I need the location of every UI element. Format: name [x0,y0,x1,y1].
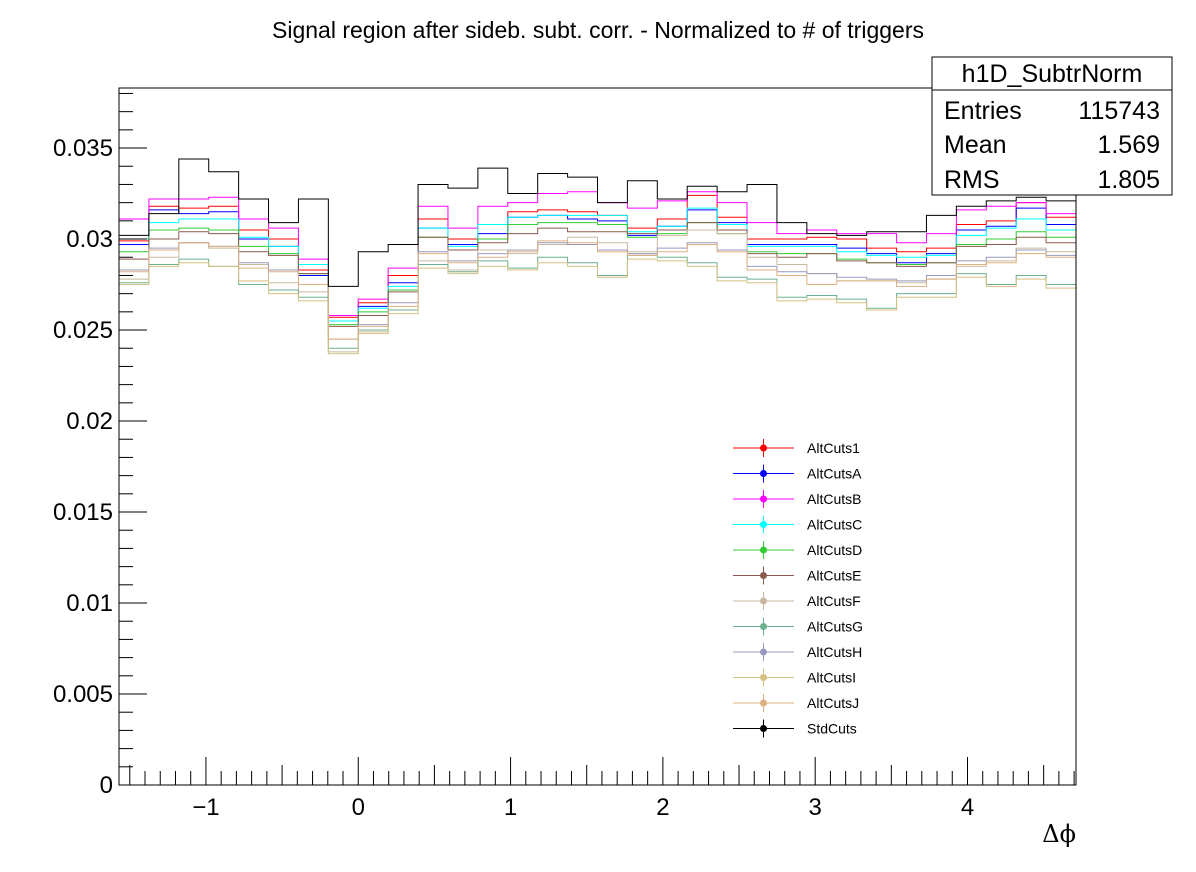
stats-mean-value: 1.569 [1097,131,1160,159]
legend-marker [760,572,767,579]
legend-marker [760,444,767,452]
x-tick-label: −1 [192,794,219,821]
legend-label: AltCuts1 [807,440,860,456]
legend-marker [760,521,767,528]
x-tick-label: 0 [352,794,365,821]
legend-label: AltCutsA [807,466,862,482]
legend-label: AltCutsE [807,568,861,584]
plot-frame [118,87,1077,786]
legend-entry-altcuts1: AltCuts1 [733,439,860,457]
legend-label: AltCutsG [807,619,863,635]
stats-rms-label: RMS [944,166,1000,194]
y-tick-label: 0.03 [66,226,113,253]
y-tick-label: 0.025 [53,317,113,344]
legend: AltCuts1 AltCutsA AltCutsB AltCutsC AltCutsD… [733,439,863,738]
chart-title: Signal region after sideb. subt. corr. -… [272,17,924,43]
legend-entry-altcutsh: AltCutsH [733,643,862,661]
legend-entry-altcutsd: AltCutsD [733,541,862,559]
legend-entry-altcutsi: AltCutsI [733,668,856,687]
legend-entry-altcutsb: AltCutsB [733,490,861,508]
legend-entry-altcutsj: AltCutsJ [733,694,859,712]
y-tick-label: 0 [100,772,113,799]
legend-marker [760,674,767,681]
stats-mean-label: Mean [944,131,1007,159]
stats-rms-value: 1.805 [1097,166,1160,194]
series-line-altcutsj [119,240,1076,340]
series-layer [119,158,1076,355]
axes-layer: 0 0.005 0.01 0.015 0.02 0.025 0.03 0.035 −1 0 1 2 3 4 [53,92,1075,821]
legend-label: AltCutsI [807,670,856,686]
series-line-altcuts1 [119,194,1076,318]
legend-label: AltCutsF [807,593,861,609]
series-line-altcutsc [119,207,1076,322]
series-line-altcutsi [119,258,1076,355]
legend-marker [760,597,767,605]
y-tick-label: 0.02 [66,408,113,435]
series-line-stdcuts [119,158,1076,287]
x-tick-label: 3 [809,794,822,821]
legend-label: AltCutsJ [807,695,859,711]
y-tick-label: 0.01 [66,590,113,617]
legend-marker [760,470,767,477]
legend-label: AltCutsH [807,644,862,660]
x-tick-label: 1 [504,794,517,821]
legend-entry-altcutsg: AltCutsG [733,617,863,636]
series-line-altcutsf [119,229,1076,353]
legend-marker [760,699,767,707]
legend-marker [760,495,767,503]
legend-label: AltCutsB [807,491,861,507]
stats-entries-value: 115743 [1078,97,1160,125]
stats-entries-label: Entries [944,97,1022,125]
stats-box-title: h1D_SubtrNorm [962,60,1143,88]
stats-box: h1D_SubtrNorm Entries 115743 Mean 1.569 … [931,56,1173,196]
legend-marker [760,623,767,630]
series-line-altcutse [119,222,1076,327]
stats-box-frame [931,56,1173,196]
y-tick-label: 0.005 [53,681,113,708]
legend-label: StdCuts [807,721,857,737]
legend-label: AltCutsD [807,542,862,558]
legend-marker [760,546,767,554]
x-tick-label: 4 [961,794,974,821]
legend-marker [760,725,767,732]
legend-entry-altcutsf: AltCutsF [733,592,861,610]
legend-entry-altcutsa: AltCutsA [733,464,862,483]
legend-marker [760,648,767,656]
x-axis-label: Δϕ [1042,820,1076,848]
series-line-altcutsd [119,222,1076,326]
y-tick-label: 0.015 [53,499,113,526]
legend-entry-altcutse: AltCutsE [733,566,861,585]
x-tick-label: 2 [656,794,669,821]
legend-entry-altcutsc: AltCutsC [733,515,862,534]
legend-entry-stdcuts: StdCuts [733,719,857,738]
y-tick-label: 0.035 [53,135,113,162]
legend-label: AltCutsC [807,517,862,533]
